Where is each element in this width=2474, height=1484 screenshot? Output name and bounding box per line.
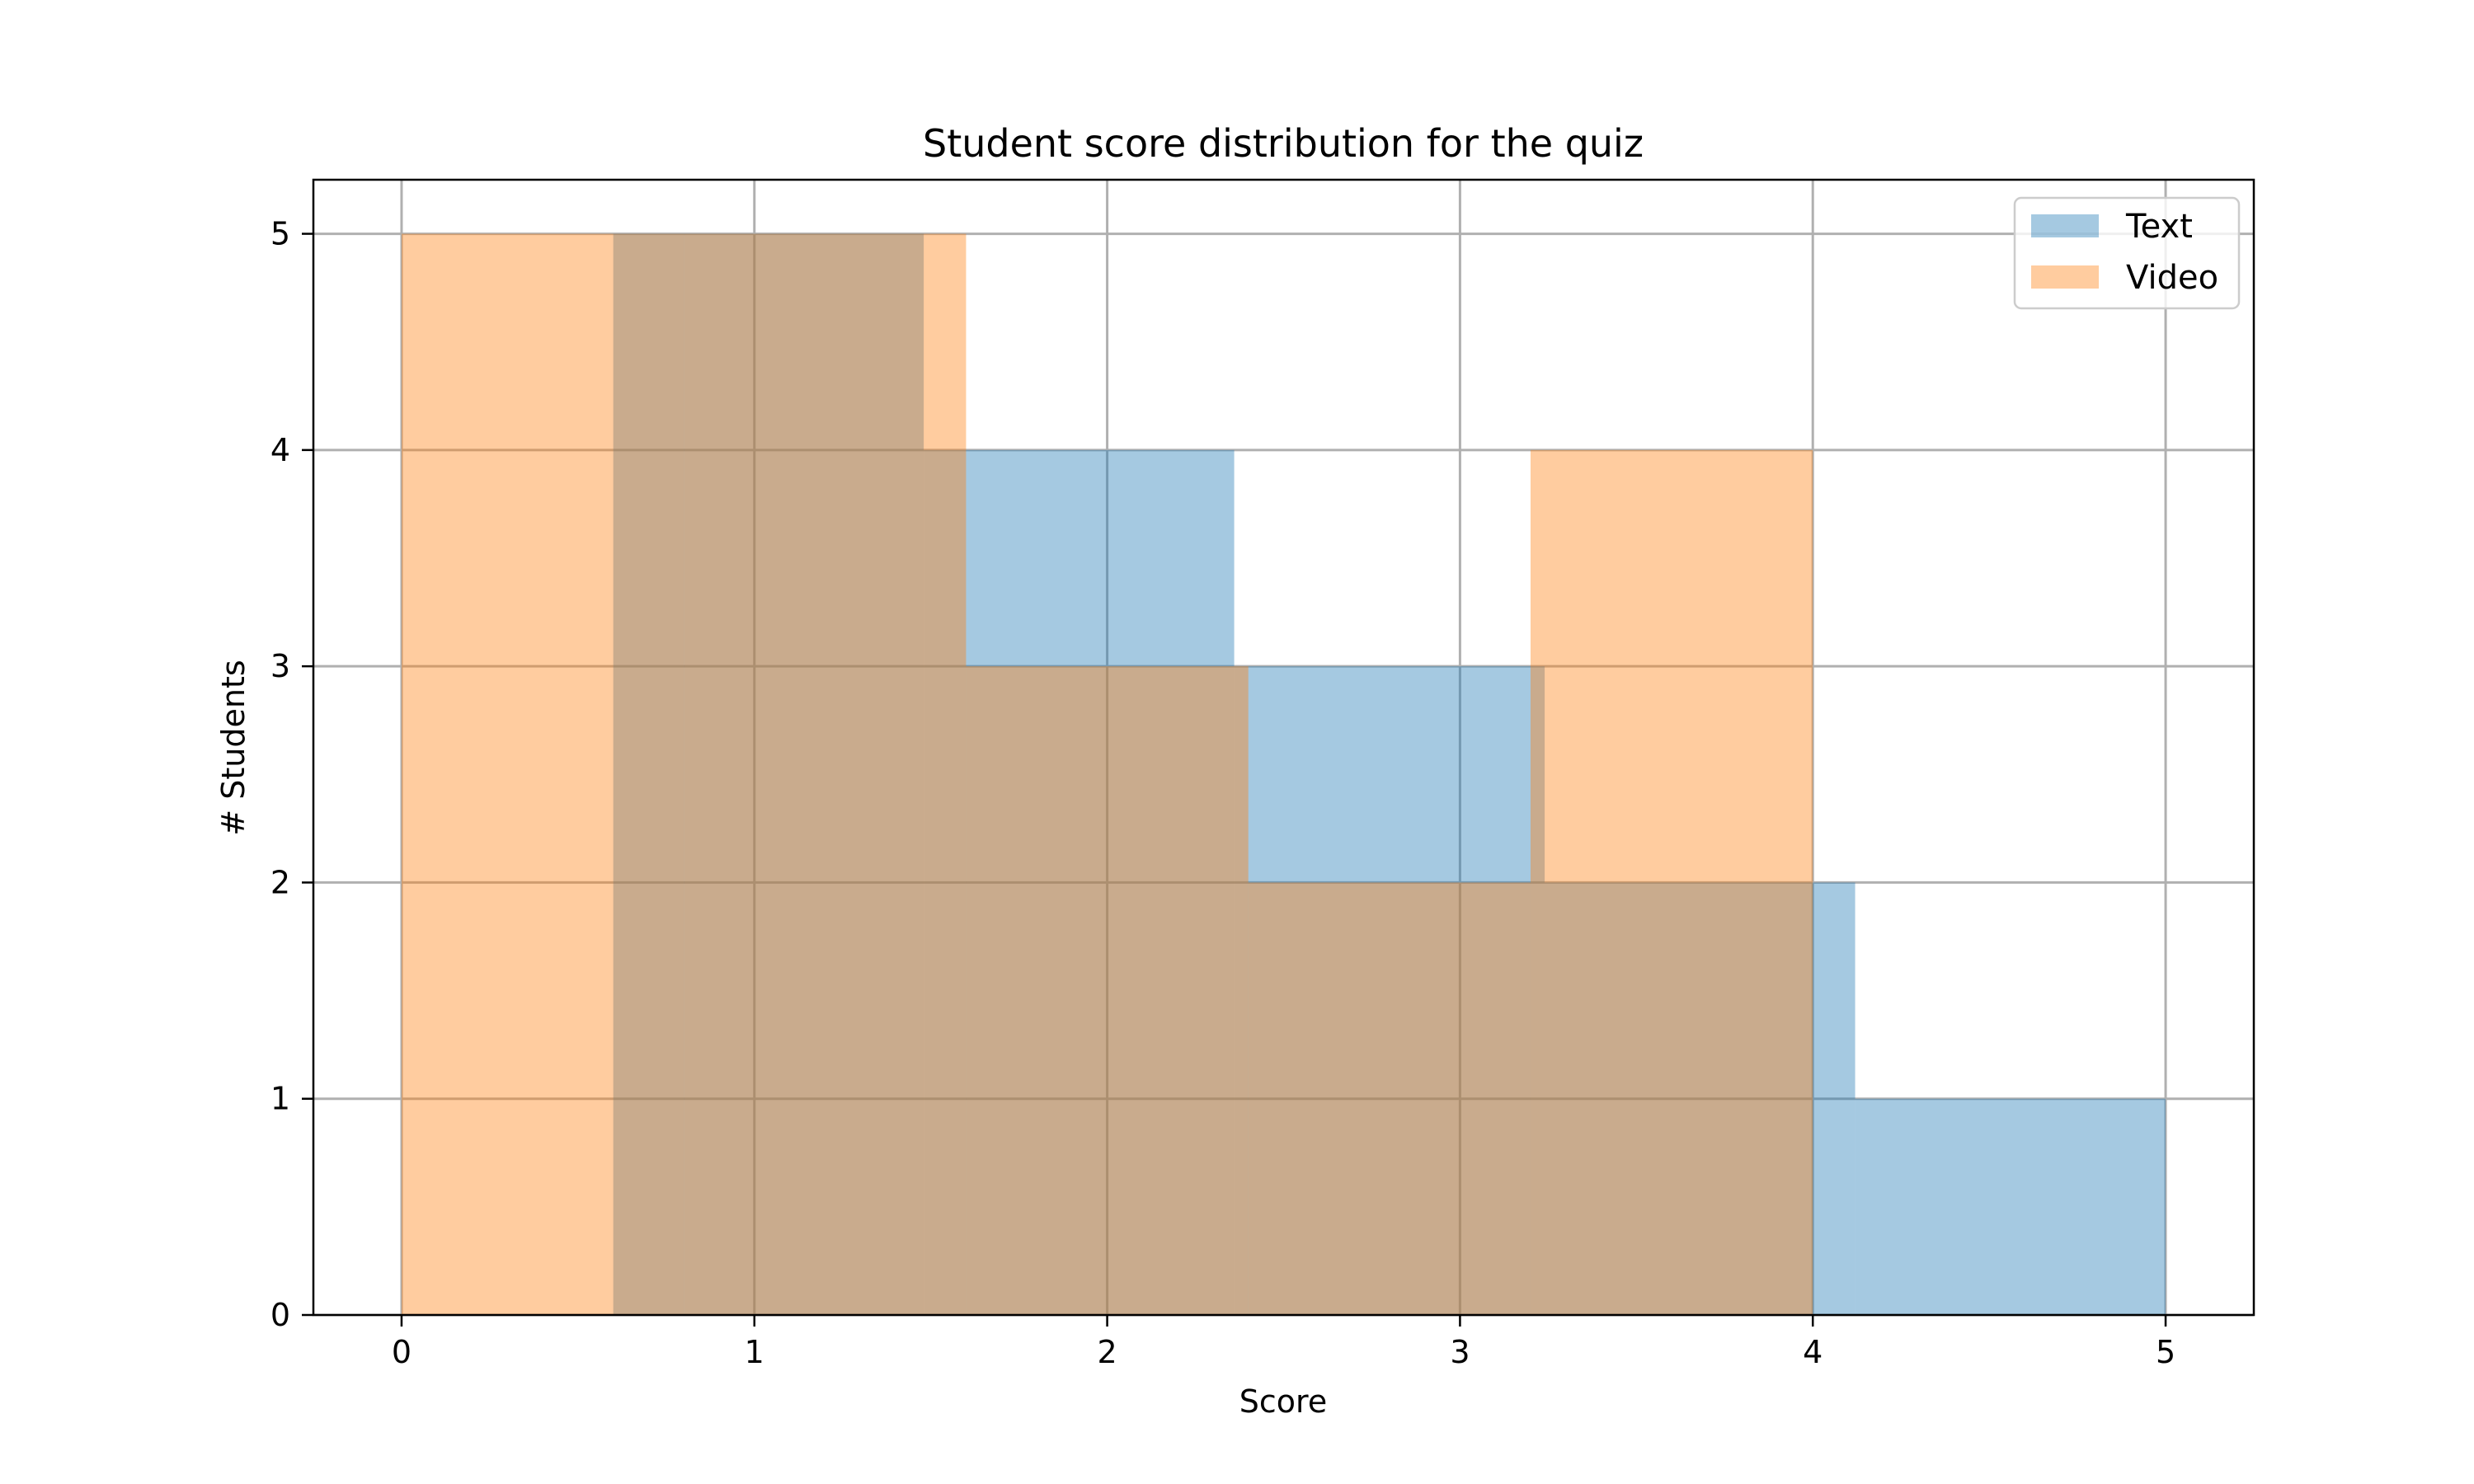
legend-swatch-video [2031, 265, 2099, 289]
x-tick-label: 3 [1450, 1334, 1470, 1370]
x-tick-label: 1 [745, 1334, 764, 1370]
bar-text-0 [613, 233, 924, 1316]
legend: Text Video [2013, 196, 2241, 310]
bar-text-2 [1234, 666, 1545, 1315]
plot-area: 0 1 2 3 4 5 0 1 2 3 4 5 [270, 178, 2255, 1370]
y-tick-label: 2 [270, 864, 290, 900]
bar-video-0 [401, 233, 684, 1316]
legend-label-video: Video [2126, 259, 2218, 297]
y-tick-label: 0 [270, 1297, 290, 1333]
bar-video-2 [966, 666, 1249, 1315]
chart-title: Student score distribution for the quiz [923, 121, 1644, 166]
bar-video-3 [1248, 882, 1531, 1315]
bar-video-4 [1530, 449, 1813, 1315]
y-axis-label: # Students [215, 660, 252, 835]
x-tick-label: 0 [392, 1334, 412, 1370]
y-tick-label: 4 [270, 432, 290, 468]
legend-box [2013, 196, 2241, 310]
legend-label-text: Text [2125, 208, 2193, 246]
x-tick-label: 5 [2156, 1334, 2175, 1370]
y-tick-label: 5 [270, 216, 290, 252]
bar-text-3 [1545, 882, 1856, 1315]
legend-swatch-text [2031, 214, 2099, 237]
y-tick-label: 3 [270, 648, 290, 684]
bar-text-1 [924, 449, 1235, 1315]
x-tick-label: 2 [1097, 1334, 1117, 1370]
y-tick-label: 1 [270, 1081, 290, 1117]
x-tick-label: 4 [1803, 1334, 1823, 1370]
plot-frame [312, 178, 2255, 1317]
bar-text-4 [1855, 1098, 2166, 1315]
x-axis-label: Score [1239, 1383, 1327, 1420]
bar-video-1 [684, 233, 967, 1316]
